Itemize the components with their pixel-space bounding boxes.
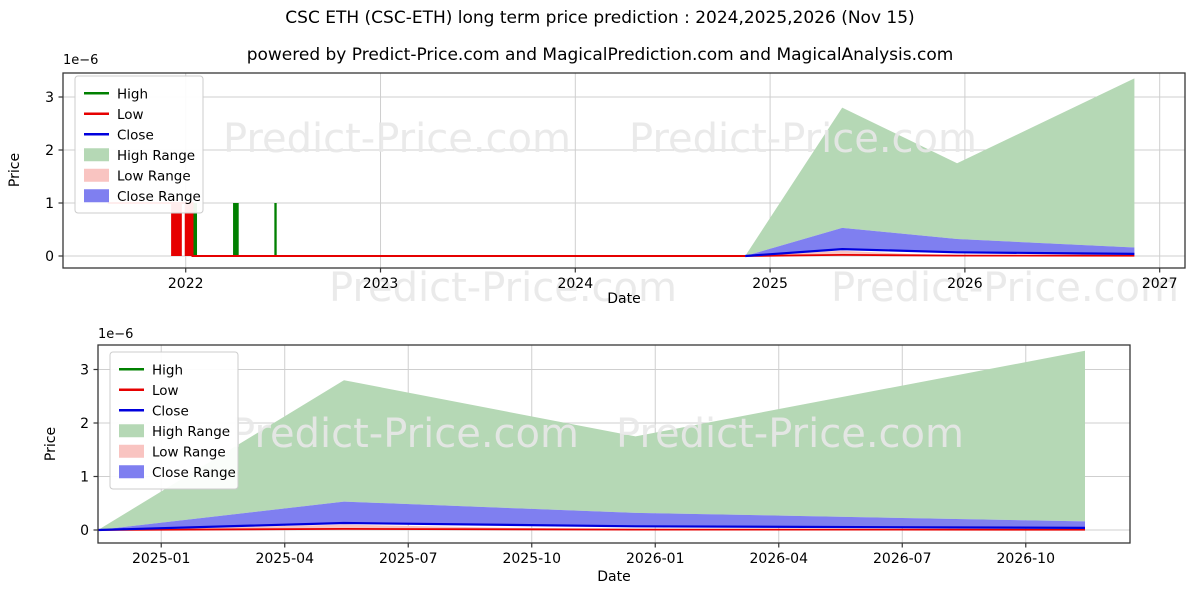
y-axis-offset-label: 1e−6 xyxy=(98,327,133,342)
watermark-text: Predict-Price.com xyxy=(629,116,977,162)
charts-layer xyxy=(63,73,1185,543)
legend-label: Low xyxy=(117,107,144,123)
x-tick-label: 2026-07 xyxy=(873,551,932,567)
chart-prediction-zoom xyxy=(97,345,1130,543)
close-range-legend-swatch xyxy=(119,465,144,479)
x-tick-label: 2025-04 xyxy=(255,551,314,567)
y-tick-label: 1 xyxy=(80,470,89,486)
x-tick-label: 2025 xyxy=(752,276,788,292)
plot-border xyxy=(97,344,1131,544)
y-tick-label: 0 xyxy=(80,523,89,539)
x-tick-label: 2022 xyxy=(168,276,204,292)
x-axis-title: Date xyxy=(597,569,630,585)
watermark-text: Predict-Price.com xyxy=(831,265,1179,311)
watermarks: Predict-Price.com Predict-Price.com Predic… xyxy=(223,116,1179,457)
watermark-text: Predict-Price.com xyxy=(616,411,964,457)
legend-label: High xyxy=(152,362,183,378)
high-range-legend-swatch xyxy=(119,424,144,438)
close-line xyxy=(97,521,1086,532)
chart-title: CSC ETH (CSC-ETH) long term price predic… xyxy=(285,8,915,28)
axes-long-term-history-and-prediction: 0 1 2 3 2022 2023 2024 2025 2026 2027 1e−6 Price Dat… xyxy=(7,53,1186,307)
legend-long-term-history-and-prediction: High Low Close High Range Low Range Close Ran… xyxy=(74,75,204,214)
low-range-legend-swatch xyxy=(119,444,144,458)
legend-label: Low xyxy=(152,383,179,399)
y-tick-label: 1 xyxy=(45,196,54,212)
x-tick-label: 2025-01 xyxy=(132,551,191,567)
legend-label: Close Range xyxy=(152,465,236,481)
close-range-legend-swatch xyxy=(84,189,109,203)
watermark-text: Predict-Price.com xyxy=(223,116,571,162)
legend-label: High Range xyxy=(117,148,195,164)
low-spike-bar xyxy=(171,203,182,256)
watermark-text: Predict-Price.com xyxy=(329,265,677,311)
legend-prediction-zoom: High Low Close High Range Low Range Close Ran… xyxy=(109,351,239,490)
high-spike-bar xyxy=(274,203,277,256)
x-axis-title: Date xyxy=(607,291,640,307)
x-tick-label: 2027 xyxy=(1142,276,1178,292)
high-range-area xyxy=(745,78,1135,257)
x-tick-label: 2026-04 xyxy=(750,551,809,567)
chart-long-term-history-and-prediction xyxy=(63,73,1185,268)
close-line xyxy=(745,247,1135,258)
chart-subtitle: powered by Predict-Price.com and Magical… xyxy=(246,45,954,65)
high-spike-bar xyxy=(233,203,239,256)
low-spike-bar xyxy=(184,203,193,256)
prediction-series xyxy=(745,78,1135,258)
x-tick-label: 2023 xyxy=(363,276,399,292)
legend-label: Low Range xyxy=(117,168,191,184)
y-axis-title: Price xyxy=(7,153,23,187)
prediction-series xyxy=(97,350,1086,532)
legend-label: Close xyxy=(117,127,154,143)
high-range-legend-swatch xyxy=(84,148,109,162)
x-tick-label: 2025-10 xyxy=(502,551,561,567)
y-axis-title: Price xyxy=(43,427,59,461)
legend-label: Low Range xyxy=(152,444,226,460)
x-tick-label: 2026-10 xyxy=(997,551,1056,567)
y-tick-label: 3 xyxy=(80,363,89,379)
legend-label: Close xyxy=(152,403,189,419)
x-tick-label: 2025-07 xyxy=(379,551,438,567)
legend-label: High Range xyxy=(152,424,230,440)
legend-label: High xyxy=(117,86,148,102)
legend-label: Close Range xyxy=(117,189,201,205)
y-axis-offset-label: 1e−6 xyxy=(63,53,98,68)
x-tick-label: 2026 xyxy=(947,276,983,292)
y-tick-label: 0 xyxy=(45,249,54,265)
y-tick-label: 2 xyxy=(80,416,89,432)
high-range-area xyxy=(98,350,1085,530)
low-line xyxy=(745,253,1135,257)
low-range-legend-swatch xyxy=(84,168,109,182)
y-tick-label: 3 xyxy=(45,90,54,106)
watermark-text: Predict-Price.com xyxy=(231,411,579,457)
plot-border xyxy=(62,72,1186,269)
x-tick-label: 2026-01 xyxy=(626,551,685,567)
x-tick-label: 2024 xyxy=(557,276,593,292)
y-tick-label: 2 xyxy=(45,143,54,159)
low-line xyxy=(97,528,1086,531)
axes-prediction-zoom: 0 1 2 3 2025-01 2025-04 2025-07 2025-10 2026-01 2… xyxy=(43,327,1131,585)
high-spike-bar xyxy=(193,203,198,256)
